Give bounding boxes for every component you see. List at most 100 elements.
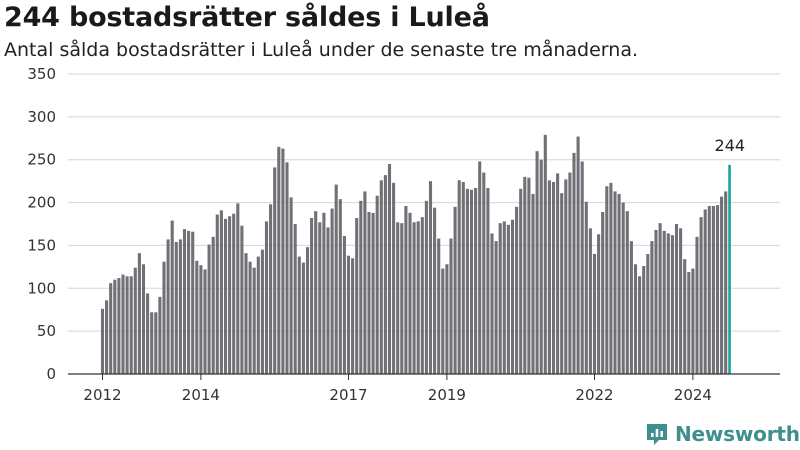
last-value-label: 244: [715, 136, 746, 155]
bar: [424, 200, 428, 374]
bar: [293, 224, 297, 374]
bar: [412, 222, 416, 374]
bar: [638, 276, 642, 374]
y-tick-label: 350: [27, 65, 56, 83]
bar: [453, 206, 457, 374]
bar: [679, 228, 683, 374]
bar: [318, 222, 322, 374]
bar: [141, 264, 146, 374]
bar: [121, 274, 125, 374]
bar: [211, 236, 215, 374]
bar: [223, 218, 228, 374]
bar: [666, 233, 670, 374]
bar: [433, 207, 437, 374]
x-tick-label: 2012: [83, 386, 121, 404]
bar: [531, 194, 535, 374]
brand-logo: Newsworthy: [645, 420, 800, 448]
bar: [490, 233, 494, 374]
bar: [445, 264, 449, 374]
bar: [371, 212, 375, 374]
bar: [244, 253, 248, 374]
bar: [400, 223, 404, 374]
bar: [203, 269, 207, 374]
bar: [711, 206, 715, 374]
bar: [494, 241, 498, 374]
bar: [178, 239, 182, 374]
bar: [568, 172, 572, 374]
bar: [351, 258, 355, 374]
bar: [264, 221, 269, 374]
bar: [310, 218, 314, 374]
y-tick-label: 0: [46, 365, 56, 383]
x-tick-label: 2017: [329, 386, 367, 404]
bar: [457, 180, 461, 374]
bar: [297, 256, 301, 374]
bar: [289, 197, 293, 374]
bar: [707, 206, 711, 374]
bar: [154, 312, 158, 374]
bar: [416, 221, 420, 374]
chart-subtitle: Antal sålda bostadsrätter i Luleå under …: [4, 39, 638, 61]
bar: [375, 195, 379, 374]
bar: [576, 136, 580, 374]
bar: [105, 300, 109, 374]
bar: [510, 219, 515, 374]
bar: [182, 229, 187, 374]
y-tick-label: 150: [27, 236, 56, 254]
bar: [715, 205, 720, 374]
bar: [662, 230, 666, 374]
bar: [404, 206, 408, 374]
bar: [642, 266, 646, 374]
bar: [260, 249, 264, 374]
y-tick-label: 50: [37, 322, 56, 340]
bar: [363, 191, 367, 374]
bar: [215, 214, 219, 374]
bar: [613, 191, 617, 374]
bar: [551, 182, 556, 374]
bar: [355, 218, 359, 374]
bar: [277, 146, 281, 374]
newsworthy-logo-icon: [647, 424, 667, 445]
bar: [515, 206, 519, 374]
bar: [219, 210, 223, 374]
bar: [305, 247, 310, 374]
bar: [519, 188, 523, 374]
y-tick-label: 300: [27, 108, 56, 126]
bar: [170, 220, 174, 374]
bar: [646, 254, 650, 374]
bar: [113, 279, 117, 374]
y-tick-label: 250: [27, 151, 56, 169]
bar: [658, 223, 662, 374]
bar: [383, 175, 387, 374]
bar: [441, 268, 445, 374]
bar: [256, 256, 260, 374]
bar: [273, 167, 277, 374]
bar: [580, 161, 584, 374]
bar: [420, 217, 424, 374]
bar: [547, 180, 551, 374]
bar: [556, 173, 560, 374]
bar: [367, 212, 371, 374]
bar: [428, 181, 433, 374]
bar: [314, 211, 318, 374]
bar: [474, 188, 478, 374]
y-axis: 0 50 100 150 200 250 300 350: [27, 65, 56, 383]
bar: [125, 276, 129, 374]
bar: [535, 151, 539, 374]
bar: [609, 182, 613, 374]
bar: [269, 204, 273, 374]
bar: [506, 224, 510, 374]
bar: [199, 265, 203, 374]
bar: [543, 134, 547, 374]
bar: [232, 213, 236, 374]
x-axis: 2012 2014 2017 2019 2022 2024: [68, 373, 780, 404]
bar: [486, 188, 490, 374]
bar: [724, 191, 728, 374]
bar: [248, 261, 252, 374]
bar: [683, 259, 687, 374]
bar: [621, 202, 625, 374]
bar: [539, 159, 543, 374]
bar: [133, 267, 137, 374]
y-tick-label: 200: [27, 194, 56, 212]
